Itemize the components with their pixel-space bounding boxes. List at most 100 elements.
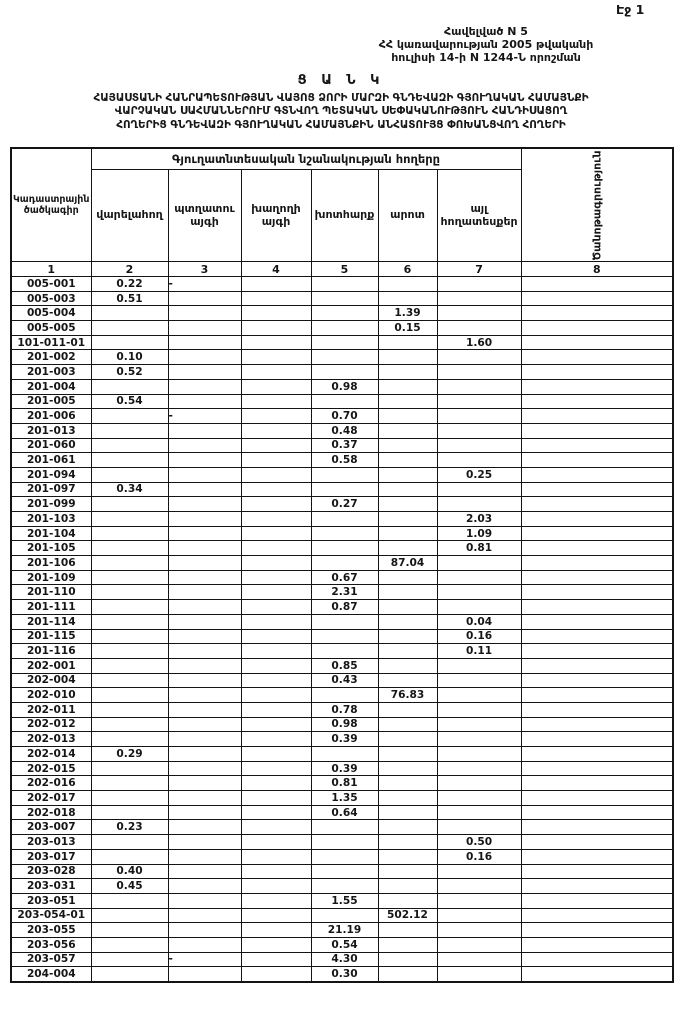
area-value-cell [90,834,169,850]
area-value-cell: 0.43 [310,672,379,689]
area-value-cell [436,863,522,880]
table-row: 202-010 76.83 [10,687,674,703]
area-value-cell [90,437,169,454]
table-row: 201-097 0.34 [10,481,674,498]
area-value-cell [167,804,242,821]
area-value-cell [377,966,438,983]
area-value-cell [240,643,312,659]
cadastral-code-cell: 201-105 [10,540,92,557]
area-value-cell [167,966,242,983]
area-value-cell [520,378,674,395]
table-row: 202-016 0.81 [10,775,674,792]
area-value-cell [377,878,438,894]
area-value-cell [310,555,379,571]
area-value-cell [167,584,242,601]
column-header-pasture: արոտ [377,169,438,262]
cadastral-code-cell: 202-013 [10,731,92,747]
area-value-cell [520,922,674,938]
area-value-cell [377,393,438,410]
area-value-cell [520,716,674,733]
area-value-cell [240,364,312,380]
area-value-cell [167,643,242,659]
land-transfer-table: Կադաստրային ծածկագիր Գյուղատնտեսական նշա… [10,147,675,983]
area-value-cell: 1.60 [436,334,522,351]
cadastral-code-cell: 201-013 [10,422,92,439]
area-value-cell [436,320,522,336]
area-value-cell [240,452,312,468]
area-value-cell [520,408,674,424]
subtitle-line: ՀՈՂԵՐԻՑ ԳՆԴԵՎԱԶԻ ԳՅՈՒՂԱԿԱՆ ՀԱՄԱՅՆՔԻՆ ԱՆՀ… [116,118,566,131]
area-value-cell: - [167,276,242,292]
area-value-cell [377,834,438,850]
cadastral-code-cell: 203-054-01 [10,907,92,924]
column-number: 3 [167,261,242,277]
area-value-cell [240,819,312,836]
area-value-cell [436,892,522,909]
area-value-cell: 0.51 [90,290,169,307]
table-row: 201-106 87.04 [10,555,674,571]
table-row: 202-018 0.64 [10,804,674,821]
area-value-cell: 0.30 [310,966,379,983]
area-value-cell [90,731,169,747]
area-value-cell: 0.16 [436,848,522,865]
area-value-cell [167,569,242,586]
area-value-cell: 0.15 [377,320,438,336]
area-value-cell: 0.45 [90,878,169,894]
area-value-cell [90,643,169,659]
area-value-cell: 2.03 [436,511,522,527]
area-value-cell [167,628,242,645]
area-value-cell [167,599,242,615]
area-value-cell: 502.12 [377,907,438,924]
area-value-cell [90,760,169,777]
area-value-cell [90,951,169,968]
area-value-cell [436,775,522,792]
area-value-cell: 0.34 [90,481,169,498]
cadastral-code-cell: 005-004 [10,305,92,322]
area-value-cell [377,496,438,512]
area-value-cell [436,878,522,894]
area-value-cell [167,378,242,395]
area-value-cell [377,422,438,439]
area-value-cell [240,511,312,527]
table-row: 201-105 0.81 [10,540,674,557]
column-number: 8 [520,261,674,277]
cadastral-code-cell: 202-017 [10,790,92,806]
area-value-cell [90,613,169,630]
cadastral-code-cell: 005-003 [10,290,92,307]
area-value-cell [377,584,438,601]
area-value-cell [240,922,312,938]
area-value-cell [167,834,242,850]
cadastral-code-cell: 202-014 [10,746,92,762]
column-number: 2 [90,261,169,277]
appendix-line: ՀՀ կառավարության 2005 թվականի [378,38,594,51]
column-header-orchard: պտղատու այգի [167,169,242,262]
area-value-cell [377,349,438,366]
area-value-cell [520,687,674,703]
area-value-cell [90,540,169,557]
area-value-cell [167,790,242,806]
area-value-cell: 0.50 [436,834,522,850]
column-header-note-label: Ծանոթագրություն [590,149,604,261]
table-row: 203-056 0.54 [10,936,674,953]
area-value-cell [90,922,169,938]
area-value-cell [240,378,312,395]
area-value-cell [520,305,674,322]
column-header-cadastral-code: Կադաստրային ծածկագիր [10,147,92,262]
area-value-cell [240,305,312,322]
area-value-cell: 0.23 [90,819,169,836]
cadastral-code-cell: 203-017 [10,848,92,865]
area-value-cell [167,496,242,512]
cadastral-code-cell: 201-099 [10,496,92,512]
area-value-cell [310,746,379,762]
area-value-cell: 0.39 [310,760,379,777]
table-row: 201-115 0.16 [10,628,674,645]
area-value-cell [520,892,674,909]
area-value-cell [436,936,522,953]
area-value-cell [377,481,438,498]
area-value-cell [520,834,674,850]
area-value-cell [90,628,169,645]
area-value-cell [240,878,312,894]
table-row: 201-114 0.04 [10,613,674,630]
cadastral-code-cell: 201-103 [10,511,92,527]
area-value-cell: 0.52 [90,364,169,380]
